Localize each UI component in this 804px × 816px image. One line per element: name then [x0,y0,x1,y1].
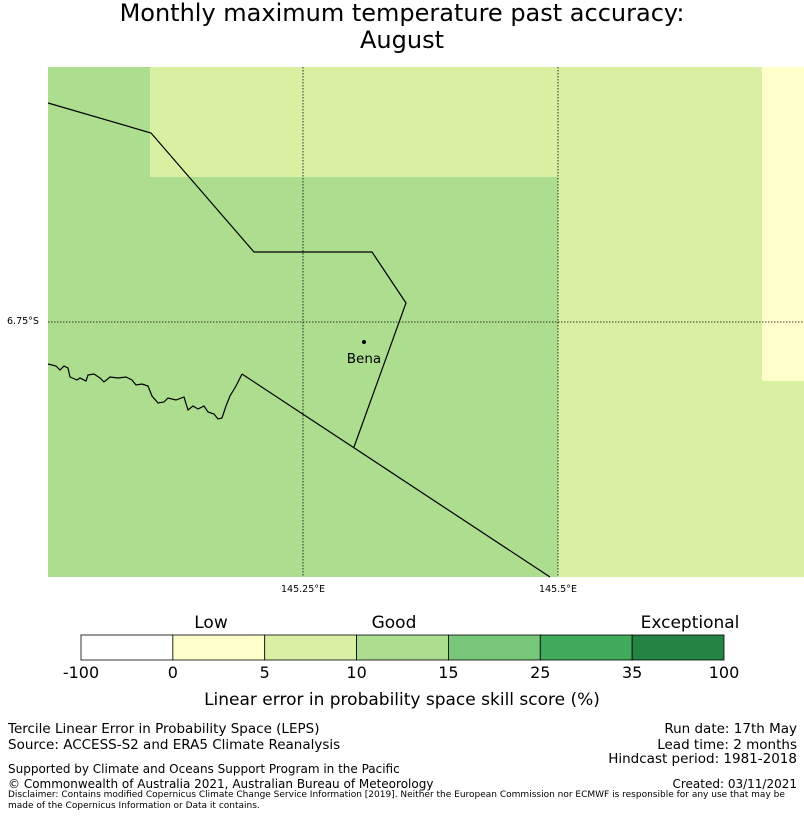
footer-hindcast: Hindcast period: 1981-2018 [608,751,797,767]
footer-disclaimer: Disclaimer: Contains modified Copernicus… [8,790,785,811]
colorbar-tick-label: -100 [62,663,100,682]
colorbar-segment [448,634,541,661]
category-good: Good [371,613,417,633]
skill-map [47,67,804,661]
category-low: Low [194,613,228,633]
province-boundary [241,373,551,578]
province-boundary [47,363,243,420]
footer-lead-time: Lead time: 2 months [657,737,797,753]
lon-label-145-25: 145.25°E [281,584,325,595]
chart-title: Monthly maximum temperature past accurac… [0,0,804,54]
footer-source: Source: ACCESS-S2 and ERA5 Climate Reana… [8,737,341,753]
title-line-2: August [360,26,444,54]
map-cell [48,67,150,177]
footer-supported: Supported by Climate and Oceans Support … [8,762,400,776]
title-line-1: Monthly maximum temperature past accurac… [119,0,685,27]
colorbar-tick-label: 10 [346,663,367,682]
lon-label-145-5: 145.5°E [539,584,577,595]
colorbar-tick-label: 25 [530,663,551,682]
colorbar-segment [80,634,174,661]
colorbar-segment [264,634,357,661]
place-marker [362,340,366,344]
colorbar-segment [356,634,449,661]
colorbar-label: Linear error in probability space skill … [204,690,600,710]
footer-run-date: Run date: 17th May [664,721,797,737]
map-cell [150,67,558,177]
place-label: Bena [346,351,382,367]
province-boundary [47,102,407,448]
lat-label-6-75: 6.75°S [7,316,39,327]
category-exceptional: Exceptional [640,613,740,633]
colorbar-segment [631,634,725,661]
colorbar-tick-label: 35 [621,663,643,682]
colorbar-tick-label: 100 [708,663,740,682]
colorbar-tick-label: 5 [259,663,270,682]
footer-copyright: © Commonwealth of Australia 2021, Austra… [8,777,434,791]
colorbar-tick-label: 15 [438,663,459,682]
colorbar-segment [172,634,266,661]
footer-created: Created: 03/11/2021 [672,777,797,791]
colorbar-segment [539,634,633,661]
map-cell [762,381,804,577]
colorbar-tick-label: 0 [167,663,178,682]
footer-method: Tercile Linear Error in Probability Spac… [8,721,320,737]
map-cell [762,67,804,381]
colorbar [80,634,725,661]
